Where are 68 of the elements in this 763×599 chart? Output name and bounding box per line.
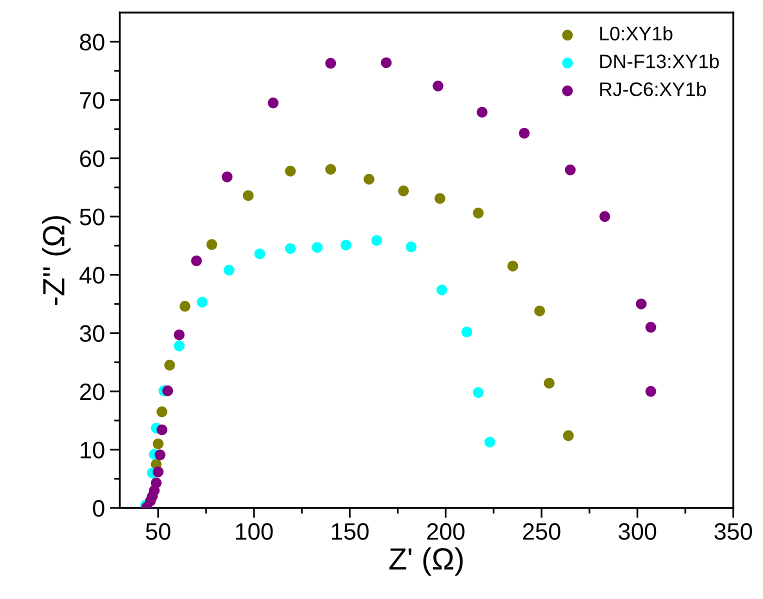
point xyxy=(380,57,392,68)
point xyxy=(636,298,647,310)
legend-label: RJ-C6:XY1b xyxy=(600,82,706,96)
point xyxy=(196,296,208,308)
point xyxy=(436,284,448,296)
point xyxy=(156,406,168,418)
point xyxy=(325,58,336,69)
point xyxy=(174,340,185,352)
point xyxy=(645,386,656,397)
point xyxy=(254,248,266,260)
point xyxy=(340,240,352,250)
point xyxy=(224,264,234,276)
y-tick-label: 10 xyxy=(80,442,104,458)
point xyxy=(432,80,444,92)
point xyxy=(364,174,374,185)
point xyxy=(222,172,233,182)
point xyxy=(174,329,185,340)
point xyxy=(242,190,254,201)
point xyxy=(156,424,168,436)
point xyxy=(371,235,382,246)
x-tick-label: 300 xyxy=(618,523,656,540)
y-tick-label: 70 xyxy=(80,92,104,109)
point xyxy=(152,438,164,450)
point xyxy=(152,466,164,478)
point xyxy=(563,430,574,442)
y-tick-label: 60 xyxy=(80,150,104,168)
x-tick-label: 250 xyxy=(523,523,560,540)
x-tick-label: 350 xyxy=(714,523,752,540)
point xyxy=(312,242,323,253)
point xyxy=(461,326,472,338)
point xyxy=(206,239,218,250)
point xyxy=(164,360,176,371)
point xyxy=(180,300,190,312)
point xyxy=(154,450,166,460)
point xyxy=(325,164,336,175)
legend-label: L0:XY1b xyxy=(600,26,672,40)
point xyxy=(476,106,488,118)
point xyxy=(599,211,610,222)
y-axis-title: -Z'' (Ω) xyxy=(42,216,71,305)
x-tick-label: 200 xyxy=(427,523,464,540)
point xyxy=(434,193,446,204)
y-tick-label: 50 xyxy=(80,208,104,226)
point xyxy=(406,241,417,252)
y-tick-label: 20 xyxy=(80,383,104,400)
point xyxy=(472,208,484,218)
y-tick-label: 0 xyxy=(93,500,104,517)
point xyxy=(484,436,496,448)
point xyxy=(645,322,656,333)
x-tick-label: 150 xyxy=(332,523,369,540)
point xyxy=(472,387,484,398)
x-axis-title: Z' (Ω) xyxy=(389,547,463,576)
point xyxy=(285,166,296,176)
point xyxy=(564,164,576,176)
point xyxy=(534,306,545,316)
point xyxy=(544,378,555,389)
y-tick-label: 30 xyxy=(80,325,104,342)
y-tick-label: 80 xyxy=(80,34,104,51)
point xyxy=(518,128,530,139)
x-tick-label: 50 xyxy=(146,523,170,540)
point xyxy=(268,98,279,108)
point xyxy=(285,243,296,254)
y-tick-label: 40 xyxy=(79,266,104,284)
point xyxy=(191,255,202,266)
legend-label: DN-F13:XY1b xyxy=(600,54,719,68)
x-tick-label: 100 xyxy=(236,523,273,540)
point xyxy=(398,186,409,196)
point xyxy=(162,385,174,396)
point xyxy=(507,260,518,272)
